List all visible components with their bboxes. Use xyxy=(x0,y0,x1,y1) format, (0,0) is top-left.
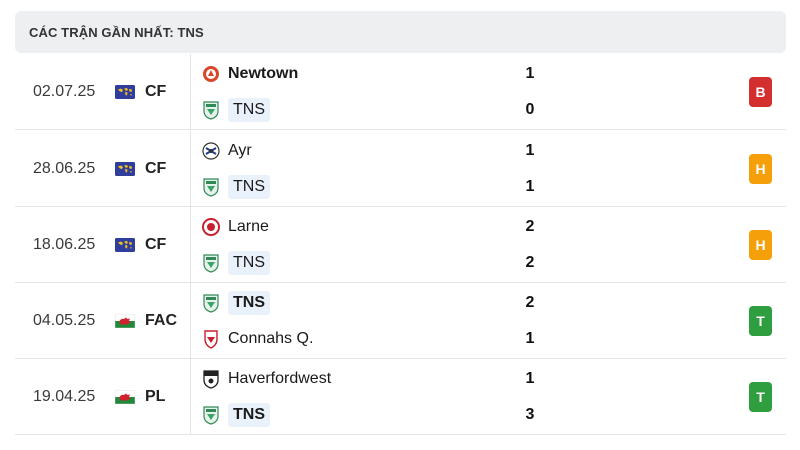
competition[interactable]: FAC xyxy=(115,283,177,358)
competition[interactable]: PL xyxy=(115,359,165,434)
tns-crest-icon xyxy=(202,253,220,273)
match-date: 02.07.25 xyxy=(33,82,96,100)
away-team[interactable]: Connahs Q. xyxy=(202,325,313,353)
home-team[interactable]: Newtown xyxy=(202,60,298,88)
divider xyxy=(190,54,191,129)
match-row[interactable]: 28.06.25 CF Ayr TNS 1 1 H xyxy=(15,131,786,207)
world-flag-icon xyxy=(115,84,135,99)
away-team-name: Connahs Q. xyxy=(228,330,314,347)
newtown-crest-icon xyxy=(202,64,220,84)
section-title: CÁC TRẬN GẦN NHẤT: TNS xyxy=(29,24,204,40)
away-score: 1 xyxy=(525,178,535,195)
competition-label: CF xyxy=(145,159,167,177)
match-date: 18.06.25 xyxy=(33,235,96,253)
match-row[interactable]: 02.07.25 CF Newtown TNS 1 0 B xyxy=(15,54,786,130)
away-team[interactable]: TNS xyxy=(202,401,270,429)
home-team-name: Ayr xyxy=(228,142,252,159)
match-date: 19.04.25 xyxy=(33,387,96,405)
result-badge: T xyxy=(749,382,772,412)
competition-label: CF xyxy=(145,235,167,253)
away-score: 0 xyxy=(525,101,535,118)
away-score: 3 xyxy=(525,406,535,423)
divider xyxy=(190,359,191,434)
home-score: 2 xyxy=(525,294,535,311)
home-team[interactable]: Ayr xyxy=(202,137,252,165)
match-row[interactable]: 18.06.25 CF Larne TNS 2 2 H xyxy=(15,207,786,283)
away-team[interactable]: TNS xyxy=(202,173,270,201)
match-date: 04.05.25 xyxy=(33,311,96,329)
away-team-name: TNS xyxy=(228,175,270,199)
competition-label: PL xyxy=(145,387,166,405)
result-badge: H xyxy=(749,230,772,260)
away-team-name: TNS xyxy=(228,251,270,275)
away-score: 1 xyxy=(525,330,535,347)
away-team[interactable]: TNS xyxy=(202,96,270,124)
tns-crest-icon xyxy=(202,405,220,425)
connahs-quay-crest-icon xyxy=(202,329,220,349)
wales-flag-icon xyxy=(115,313,135,328)
competition[interactable]: CF xyxy=(115,207,166,282)
tns-crest-icon xyxy=(202,100,220,120)
home-score: 1 xyxy=(525,65,535,82)
tns-crest-icon xyxy=(202,293,220,313)
home-team-name: Haverfordwest xyxy=(228,370,332,387)
competition-label: CF xyxy=(145,82,167,100)
haverfordwest-crest-icon xyxy=(202,369,220,389)
match-date: 28.06.25 xyxy=(33,159,96,177)
match-row[interactable]: 04.05.25 FAC TNS Connahs Q. 2 1 T xyxy=(15,283,786,359)
home-team-name: Larne xyxy=(228,218,269,235)
home-score: 2 xyxy=(525,218,535,235)
result-badge: H xyxy=(749,154,772,184)
divider xyxy=(190,131,191,206)
home-score: 1 xyxy=(525,142,535,159)
divider xyxy=(190,207,191,282)
away-team-name: TNS xyxy=(228,98,270,122)
ayr-crest-icon xyxy=(202,141,220,161)
home-team[interactable]: Haverfordwest xyxy=(202,365,331,393)
competition-label: FAC xyxy=(145,311,177,329)
tns-crest-icon xyxy=(202,177,220,197)
divider xyxy=(190,283,191,358)
home-team[interactable]: TNS xyxy=(202,289,270,317)
away-team-name: TNS xyxy=(228,403,270,427)
away-team[interactable]: TNS xyxy=(202,249,270,277)
wales-flag-icon xyxy=(115,389,135,404)
larne-crest-icon xyxy=(202,217,220,237)
section-header: CÁC TRẬN GẦN NHẤT: TNS xyxy=(15,11,786,53)
home-team-name: Newtown xyxy=(228,65,299,82)
result-badge: B xyxy=(749,77,772,107)
competition[interactable]: CF xyxy=(115,54,166,129)
home-team[interactable]: Larne xyxy=(202,213,269,241)
world-flag-icon xyxy=(115,237,135,252)
home-team-name: TNS xyxy=(228,291,270,315)
competition[interactable]: CF xyxy=(115,131,166,206)
world-flag-icon xyxy=(115,161,135,176)
home-score: 1 xyxy=(525,370,535,387)
match-row[interactable]: 19.04.25 PL Haverfordwest TNS 1 3 T xyxy=(15,359,786,435)
away-score: 2 xyxy=(525,254,535,271)
result-badge: T xyxy=(749,306,772,336)
